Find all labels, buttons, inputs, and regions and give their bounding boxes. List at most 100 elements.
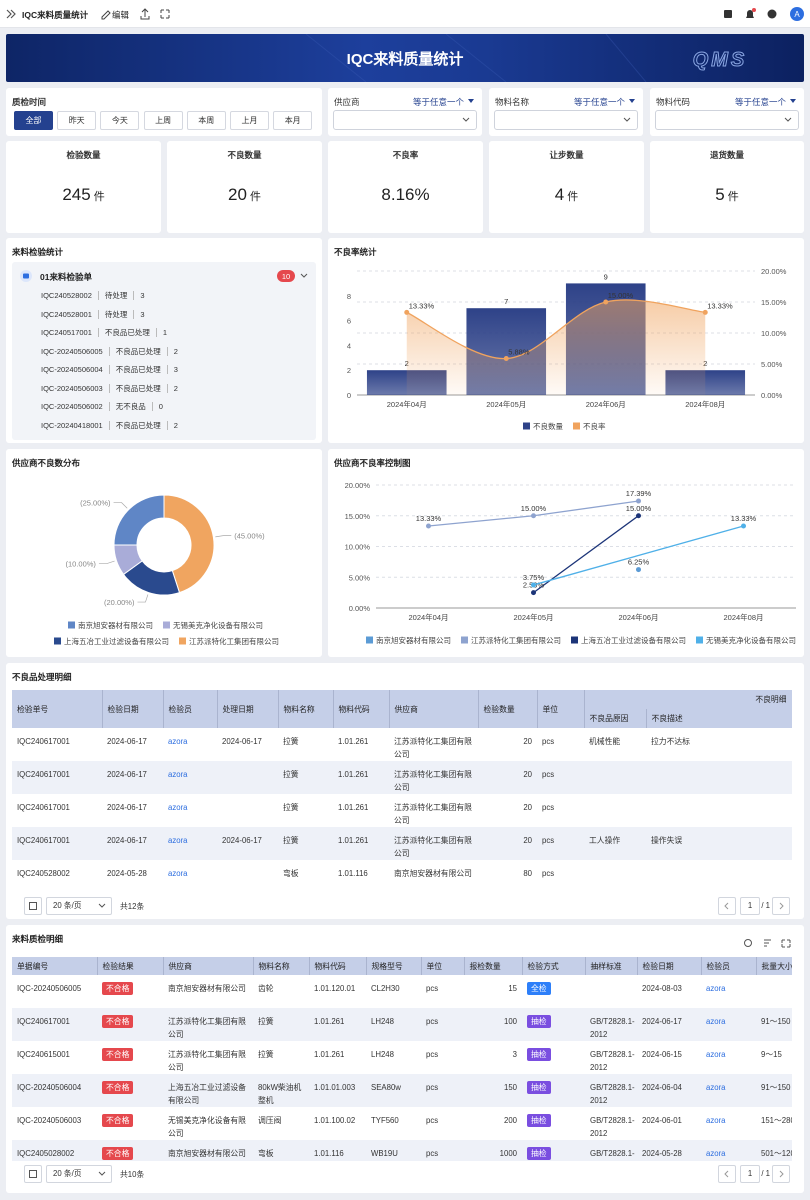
table-row[interactable]: IQC-20240506003 不合格 无锡美克净化设备有限公司 调压阀 1.01.10… (12, 1107, 792, 1140)
expand-icon[interactable] (781, 939, 791, 948)
header-cell[interactable]: 单位 (537, 690, 585, 728)
chart: 0.00% 5.00% 10.00% 15.00% 20.00% 2024年04月 2024… (345, 481, 796, 645)
filter-operator[interactable]: 等于任意一个 (573, 97, 625, 107)
header-cell[interactable]: 物料名称 (253, 957, 310, 975)
edit-button[interactable]: 编辑 (112, 10, 130, 20)
collapse-chevron[interactable] (300, 273, 308, 278)
list-item[interactable]: IQC-20240506003 不良品已处理 2 (41, 383, 178, 394)
help-icon[interactable] (767, 9, 777, 19)
inspector-link[interactable]: azora (706, 1116, 726, 1125)
inspector-link[interactable]: azora (706, 1017, 726, 1026)
header-cell[interactable]: 检验日期 (637, 957, 702, 975)
header-cell[interactable]: 供应商 (163, 957, 254, 975)
table-row[interactable]: IQC240617001 2024-06-17 azora 2024-06-17 拉簧 1… (12, 827, 792, 860)
table-row[interactable]: IQC240617001 2024-06-17 azora 拉簧 1.01.261 江苏派… (12, 761, 792, 794)
cell-text: 2024-06-17 (222, 737, 262, 746)
table-row[interactable]: IQC-20240506005 不合格 南京旭安器材有限公司 齿轮 1.01.120.0… (12, 975, 792, 1008)
filter-button[interactable]: 昨天 (57, 111, 97, 130)
toggle-icon (29, 1170, 37, 1178)
inspector-link[interactable]: azora (168, 836, 188, 845)
table-row[interactable]: IQC2405028002 不合格 南京旭安器材有限公司 弯板 1.01.116 WB19… (12, 1140, 792, 1161)
prev-page[interactable] (718, 897, 736, 915)
header-cell[interactable]: 不良品原因 (584, 709, 647, 728)
header-cell[interactable]: 检验单号 (12, 690, 103, 728)
view-toggle[interactable] (24, 897, 42, 915)
inspector-link[interactable]: azora (706, 1050, 726, 1059)
cell-text: pcs (426, 1017, 439, 1026)
table-row[interactable]: IQC240617001 2024-06-17 azora 2024-06-17 拉簧 1… (12, 728, 792, 761)
filter-select[interactable] (333, 110, 477, 130)
collapse-icon[interactable] (6, 9, 16, 19)
next-page[interactable] (772, 1165, 790, 1183)
list-item[interactable]: IQC-20240506005 不良品已处理 2 (41, 346, 178, 357)
table-cell: 20 (478, 761, 537, 794)
filter-button[interactable]: 上周 (143, 111, 183, 130)
filter-button[interactable]: 全部 (14, 111, 53, 130)
filter-button[interactable]: 上月 (230, 111, 269, 130)
header-cell[interactable]: 供应商 (389, 690, 479, 728)
filter-button[interactable]: 今天 (100, 111, 140, 130)
header-cell[interactable]: 检验员 (163, 690, 218, 728)
cell-text: 1.01.261 (338, 770, 369, 779)
header-cell[interactable]: 批量大小 (756, 957, 792, 975)
page-size-select[interactable]: 20 条/页 (46, 1165, 112, 1183)
filter-select[interactable] (655, 110, 799, 130)
avatar[interactable] (790, 7, 804, 21)
list-item[interactable]: IQC240517001 不良品已处理 1 (41, 327, 168, 338)
list-item[interactable]: IQC-20240506004 不良品已处理 3 (41, 364, 178, 375)
edit-icon[interactable] (101, 10, 111, 20)
bell-icon[interactable] (746, 10, 754, 18)
kpi-unit: 件 (727, 191, 739, 203)
table-row[interactable]: IQC240617001 2024-06-17 azora 拉簧 1.01.261 江苏派… (12, 794, 792, 827)
filter-button[interactable]: 本周 (186, 111, 226, 130)
header-cell[interactable]: 检验日期 (102, 690, 164, 728)
page-size-select[interactable]: 20 条/页 (46, 897, 112, 915)
inspector-link[interactable]: azora (706, 984, 726, 993)
share-icon[interactable] (140, 8, 150, 20)
fullscreen-icon[interactable] (160, 9, 170, 19)
header-cell[interactable]: 不良描述 (646, 709, 792, 728)
page-input[interactable]: 1 (740, 1165, 760, 1183)
group-title[interactable]: 01来料检验单 (40, 272, 92, 282)
inspector-link[interactable]: azora (706, 1083, 726, 1092)
page-input[interactable]: 1 (740, 897, 760, 915)
filter-button[interactable]: 本月 (273, 111, 313, 130)
list-item[interactable]: IQC-20240506002 无不良品 0 (41, 401, 163, 412)
inspector-link[interactable]: azora (168, 770, 188, 779)
header-cell[interactable]: 检验员 (701, 957, 757, 975)
list-item[interactable]: IQC240528001 待处理 3 (41, 309, 145, 320)
header-cell[interactable]: 单据编号 (12, 957, 98, 975)
table-row[interactable]: IQC-20240506004 不合格 上海五冶工业过滤设备有限公司 80kW柴油机整… (12, 1074, 792, 1107)
header-cell[interactable]: 报检数量 (464, 957, 523, 975)
prev-page[interactable] (718, 1165, 736, 1183)
header-cell[interactable]: 检验数量 (478, 690, 538, 728)
inspector-link[interactable]: azora (168, 803, 188, 812)
header-cell[interactable]: 物料代码 (309, 957, 367, 975)
layout-icon[interactable] (724, 10, 732, 18)
list-item[interactable]: IQC240528002 待处理 3 (41, 290, 145, 301)
list-item[interactable]: IQC-20240418001 不良品已处理 2 (41, 420, 178, 431)
filter-select[interactable] (494, 110, 638, 130)
header-cell[interactable]: 检验结果 (97, 957, 164, 975)
next-page[interactable] (772, 897, 790, 915)
view-toggle[interactable] (24, 1165, 42, 1183)
toggle-glyph (29, 902, 37, 910)
header-cell[interactable]: 处理日期 (217, 690, 279, 728)
inspector-link[interactable]: azora (168, 869, 188, 878)
refresh-icon[interactable] (744, 939, 752, 947)
header-cell[interactable]: 单位 (421, 957, 465, 975)
table-row[interactable]: IQC240615001 不合格 江苏派特化工集团有限公司 拉簧 1.01.261 LH2… (12, 1041, 792, 1074)
header-cell[interactable]: 物料名称 (278, 690, 334, 728)
header-cell[interactable]: 物料代码 (333, 690, 390, 728)
sort-icon[interactable] (764, 939, 771, 947)
header-cell[interactable]: 检验方式 (522, 957, 586, 975)
table-row[interactable]: IQC240617001 不合格 江苏派特化工集团有限公司 拉簧 1.01.261 LH2… (12, 1008, 792, 1041)
table-row[interactable]: IQC240528002 2024-05-28 azora 弯板 1.01.116 南京旭… (12, 860, 792, 890)
kpi-value: 5 (715, 185, 725, 204)
filter-operator[interactable]: 等于任意一个 (412, 97, 464, 107)
header-cell[interactable]: 规格型号 (366, 957, 422, 975)
inspector-link[interactable]: azora (706, 1149, 726, 1158)
filter-operator[interactable]: 等于任意一个 (734, 97, 786, 107)
inspector-link[interactable]: azora (168, 737, 188, 746)
header-cell[interactable]: 抽样标准 (585, 957, 638, 975)
